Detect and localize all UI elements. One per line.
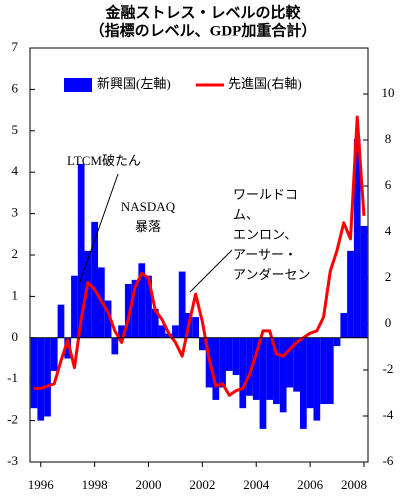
y2-tick-label: -6 bbox=[383, 453, 394, 468]
annotation: ワールドコ bbox=[233, 187, 298, 202]
bar bbox=[192, 317, 199, 338]
y2-tick-label: 6 bbox=[385, 177, 392, 192]
y-tick-label: 5 bbox=[12, 122, 19, 137]
chart-subtitle: （指標のレベル、GDP加重合計） bbox=[90, 21, 317, 39]
y-tick-label: 1 bbox=[12, 287, 19, 302]
annotation: 暴落 bbox=[135, 219, 161, 234]
bar bbox=[320, 337, 327, 405]
y2-tick-label: 0 bbox=[385, 315, 392, 330]
y2-tick-label: 4 bbox=[385, 223, 392, 238]
bar bbox=[124, 283, 132, 338]
legend-swatch bbox=[64, 78, 92, 92]
bar bbox=[77, 163, 85, 338]
bar bbox=[225, 337, 233, 371]
bar bbox=[145, 275, 152, 338]
bar bbox=[30, 337, 38, 409]
bar bbox=[259, 337, 267, 429]
legend-label: 新興国(左軸) bbox=[97, 76, 171, 91]
bar bbox=[131, 279, 139, 338]
bar bbox=[151, 308, 159, 338]
x-tick-label: 1998 bbox=[82, 477, 108, 492]
y-tick-label: -1 bbox=[7, 370, 18, 385]
bar bbox=[293, 337, 300, 392]
bar bbox=[326, 337, 334, 405]
y-tick-label: -3 bbox=[7, 453, 18, 468]
annotation: ム、 bbox=[233, 207, 259, 222]
annotation-arrow bbox=[189, 249, 233, 293]
bar bbox=[212, 337, 220, 400]
y-tick-label: 7 bbox=[12, 39, 19, 54]
y-tick-label: -2 bbox=[7, 412, 18, 427]
chart-title: 金融ストレス・レベルの比較 bbox=[104, 3, 301, 21]
legend-label: 先進国(右軸) bbox=[228, 76, 302, 91]
bar bbox=[37, 337, 45, 421]
bar bbox=[118, 325, 125, 338]
y2-tick-label: -4 bbox=[383, 407, 394, 422]
line bbox=[34, 115, 366, 397]
y-tick-label: 6 bbox=[12, 80, 19, 95]
bar bbox=[360, 226, 368, 338]
bar bbox=[158, 325, 166, 338]
bar bbox=[266, 337, 274, 400]
bar bbox=[219, 337, 226, 388]
annotation: エンロン、 bbox=[233, 227, 297, 242]
annotation: LTCM破たん bbox=[67, 153, 141, 168]
bar bbox=[172, 325, 179, 338]
y-tick-label: 0 bbox=[12, 329, 19, 344]
bar bbox=[333, 337, 341, 347]
y-tick-label: 2 bbox=[12, 246, 19, 261]
bar bbox=[306, 337, 314, 409]
bar bbox=[91, 221, 99, 338]
bar bbox=[64, 337, 72, 359]
bar bbox=[232, 337, 240, 376]
bar bbox=[239, 337, 247, 409]
x-tick-label: 1996 bbox=[28, 477, 55, 492]
bar bbox=[44, 337, 51, 417]
bar bbox=[279, 337, 287, 413]
bar bbox=[57, 304, 65, 338]
bar bbox=[353, 139, 361, 338]
bar bbox=[299, 337, 307, 429]
y-tick-label: 3 bbox=[12, 205, 19, 220]
x-tick-label: 2004 bbox=[243, 477, 270, 492]
plot-frame bbox=[29, 47, 369, 463]
bar bbox=[71, 275, 78, 338]
annotation: アンダーセン bbox=[233, 267, 310, 282]
y-tick-label: 4 bbox=[12, 163, 19, 178]
annotation: アーサー・ bbox=[233, 247, 297, 262]
bar bbox=[104, 300, 112, 338]
bar bbox=[252, 337, 260, 400]
y2-tick-label: 8 bbox=[385, 131, 392, 146]
x-tick-label: 2002 bbox=[189, 477, 215, 492]
y2-tick-label: 2 bbox=[385, 269, 392, 284]
x-tick-label: 2008 bbox=[341, 477, 367, 492]
bar bbox=[138, 263, 146, 338]
x-tick-label: 2006 bbox=[297, 477, 324, 492]
bar bbox=[178, 271, 186, 338]
bar bbox=[347, 250, 354, 338]
bar bbox=[246, 337, 253, 396]
bar bbox=[50, 337, 58, 371]
annotation: NASDAQ bbox=[121, 199, 176, 214]
annotation-arrow bbox=[79, 173, 119, 283]
y2-tick-label: -2 bbox=[383, 361, 394, 376]
bar bbox=[199, 337, 206, 351]
x-tick-label: 2000 bbox=[136, 477, 162, 492]
bar bbox=[273, 337, 280, 405]
bar bbox=[286, 337, 294, 388]
y2-tick-label: 10 bbox=[382, 85, 395, 100]
bar bbox=[340, 312, 348, 338]
bar bbox=[84, 250, 92, 338]
bar bbox=[313, 337, 321, 421]
bar bbox=[111, 337, 119, 355]
